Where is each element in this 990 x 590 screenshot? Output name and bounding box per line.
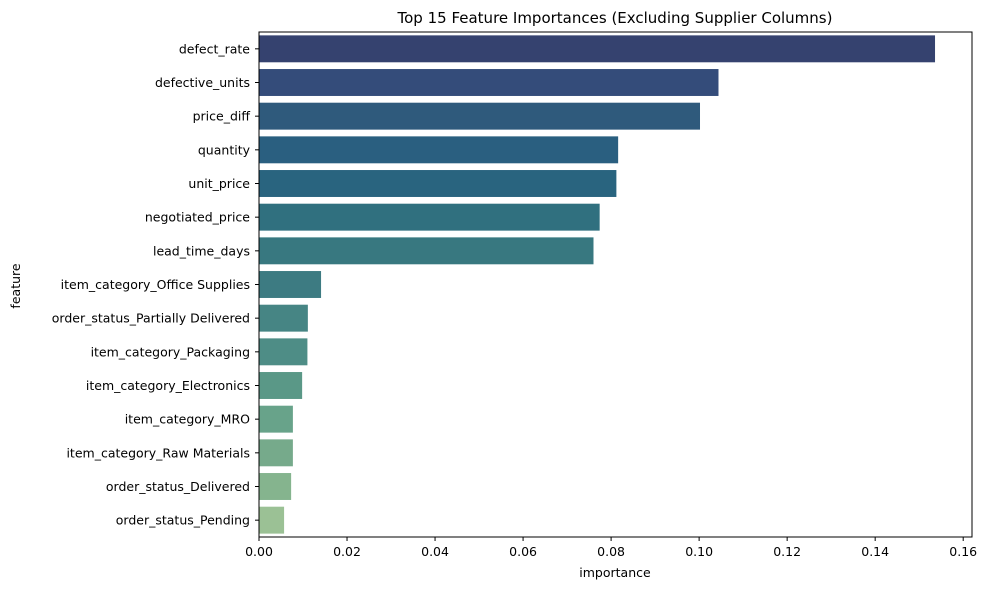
- x-tick-label: 0.04: [421, 544, 449, 559]
- bar-item-category-office-supplies: [259, 271, 322, 298]
- bar-order-status-delivered: [259, 473, 292, 500]
- y-tick-label: item_category_MRO: [125, 412, 250, 427]
- y-tick-label: item_category_Raw Materials: [66, 445, 250, 460]
- x-tick-label: 0.14: [861, 544, 889, 559]
- bar-defect-rate: [259, 35, 936, 63]
- x-axis-label: importance: [579, 565, 651, 580]
- bar-item-category-electronics: [259, 372, 303, 399]
- y-tick-label: item_category_Packaging: [91, 344, 250, 359]
- bar-item-category-raw-materials: [259, 439, 293, 467]
- bar-item-category-packaging: [259, 338, 308, 366]
- y-tick-label: order_status_Pending: [116, 513, 250, 528]
- y-tick-label: lead_time_days: [153, 243, 250, 258]
- y-tick-label: negotiated_price: [145, 210, 250, 225]
- bar-order-status-partially-delivered: [259, 304, 308, 332]
- bar-order-status-pending: [259, 506, 285, 534]
- y-tick-label: quantity: [198, 142, 251, 157]
- x-tick-label: 0.00: [245, 544, 273, 559]
- bar-defective-units: [259, 69, 719, 96]
- y-tick-label: price_diff: [193, 109, 251, 124]
- bar-negotiated-price: [259, 203, 600, 231]
- y-axis-label: feature: [8, 263, 23, 308]
- y-tick-label: defective_units: [155, 75, 250, 90]
- y-tick-label: item_category_Electronics: [86, 378, 250, 393]
- y-axis-ticks: defect_rate defective_units price_diffquan…: [52, 41, 259, 528]
- bar-unit-price: [259, 170, 617, 197]
- y-tick-label: defect_rate: [179, 41, 250, 56]
- bar-quantity: [259, 136, 619, 164]
- y-tick-label: unit_price: [188, 176, 250, 191]
- x-tick-label: 0.12: [773, 544, 801, 559]
- y-tick-label: order_status_Delivered: [106, 479, 250, 494]
- bar-price-diff: [259, 102, 701, 130]
- x-tick-label: 0.06: [509, 544, 537, 559]
- plot-frame: [258, 31, 973, 538]
- x-tick-label: 0.10: [685, 544, 713, 559]
- x-axis-ticks: 0.00 0.02 0.04 0.06 0.08 0.10 0.12 0.14 0.16: [245, 537, 977, 559]
- x-tick-label: 0.02: [333, 544, 361, 559]
- bar-lead-time-days: [259, 237, 594, 265]
- bar-item-category-mro: [259, 405, 293, 433]
- y-tick-label: order_status_Partially Delivered: [52, 311, 250, 326]
- x-tick-label: 0.08: [597, 544, 625, 559]
- chart-title: Top 15 Feature Importances (Excluding Su…: [397, 9, 833, 27]
- x-tick-label: 0.16: [949, 544, 977, 559]
- bars-group: [259, 35, 936, 534]
- y-tick-label: item_category_Office Supplies: [61, 277, 250, 292]
